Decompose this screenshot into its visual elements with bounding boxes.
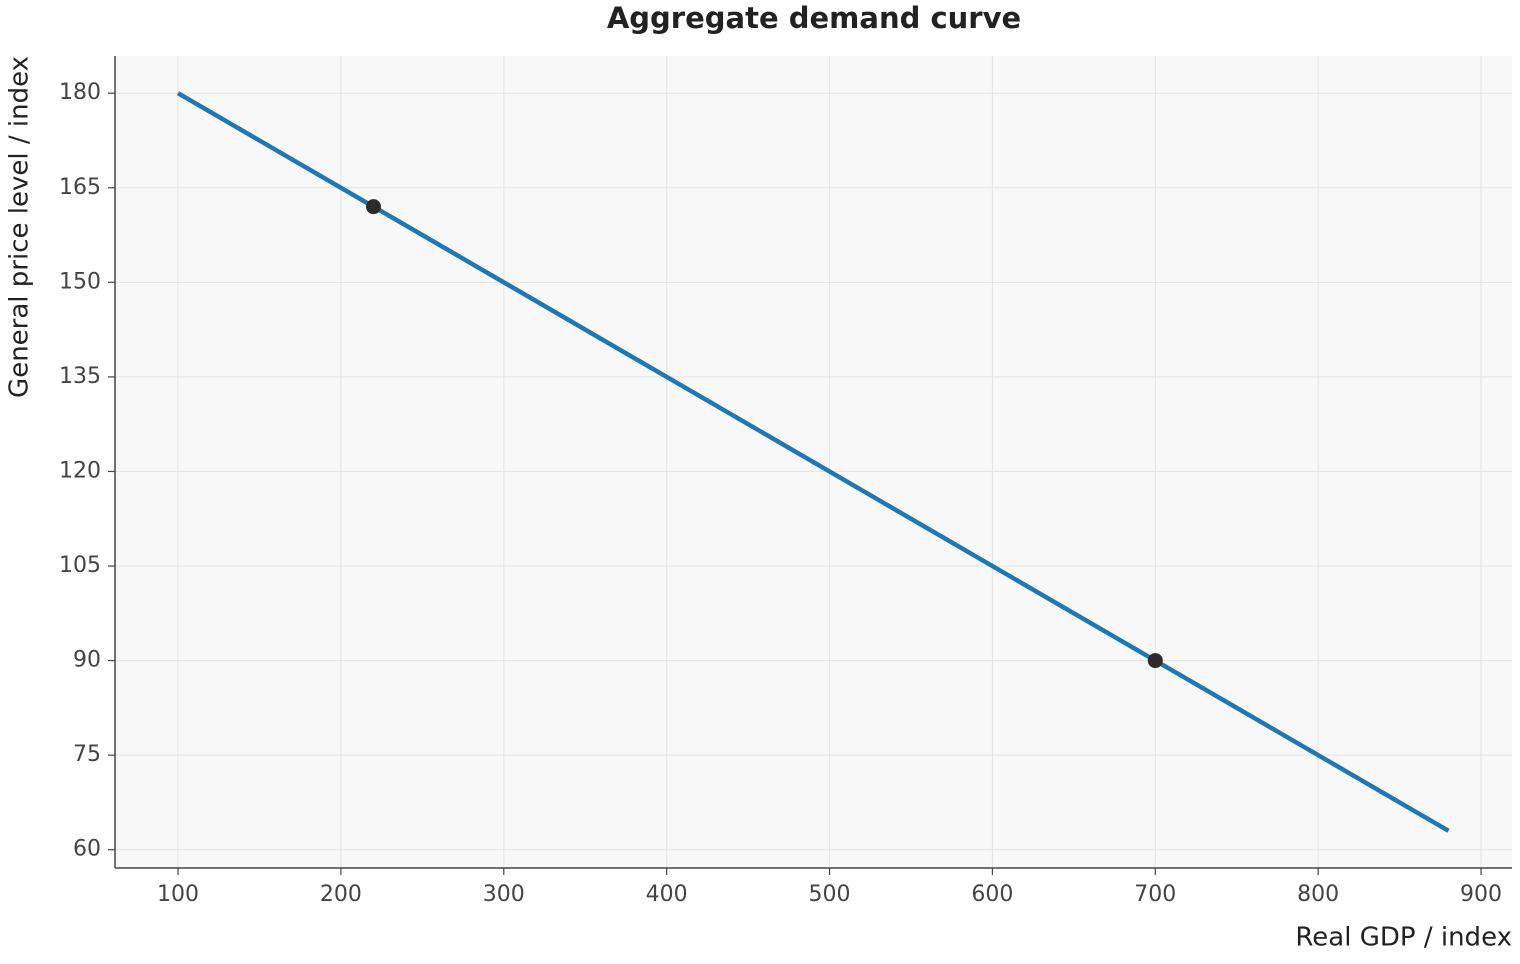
x-tick-label: 700 [1134, 882, 1176, 907]
y-tick-label: 135 [59, 364, 101, 389]
y-tick-label: 180 [59, 80, 101, 105]
x-tick-label: 500 [809, 882, 851, 907]
x-tick-label: 200 [320, 882, 362, 907]
demand-line [176, 91, 1450, 833]
y-tick-label: 120 [59, 458, 101, 483]
point [1147, 653, 1163, 669]
y-tick-label: 165 [59, 175, 101, 200]
y-axis-label: General price level / index [5, 56, 35, 398]
x-tick-label: 600 [971, 882, 1013, 907]
y-tick-label: 150 [59, 269, 101, 294]
x-tick-label: 300 [483, 882, 525, 907]
y-tick-label: 60 [73, 837, 101, 862]
chart-title: Aggregate demand curve [607, 1, 1021, 35]
y-tick-label: 105 [59, 553, 101, 578]
x-tick-label: 400 [646, 882, 688, 907]
x-tick-label: 800 [1297, 882, 1339, 907]
x-tick-label: 100 [157, 882, 199, 907]
point [365, 199, 381, 215]
x-axis-label: Real GDP / index [1295, 923, 1512, 953]
y-tick-label: 90 [73, 648, 101, 673]
x-tick-label: 900 [1460, 882, 1502, 907]
y-tick-label: 75 [73, 742, 101, 767]
